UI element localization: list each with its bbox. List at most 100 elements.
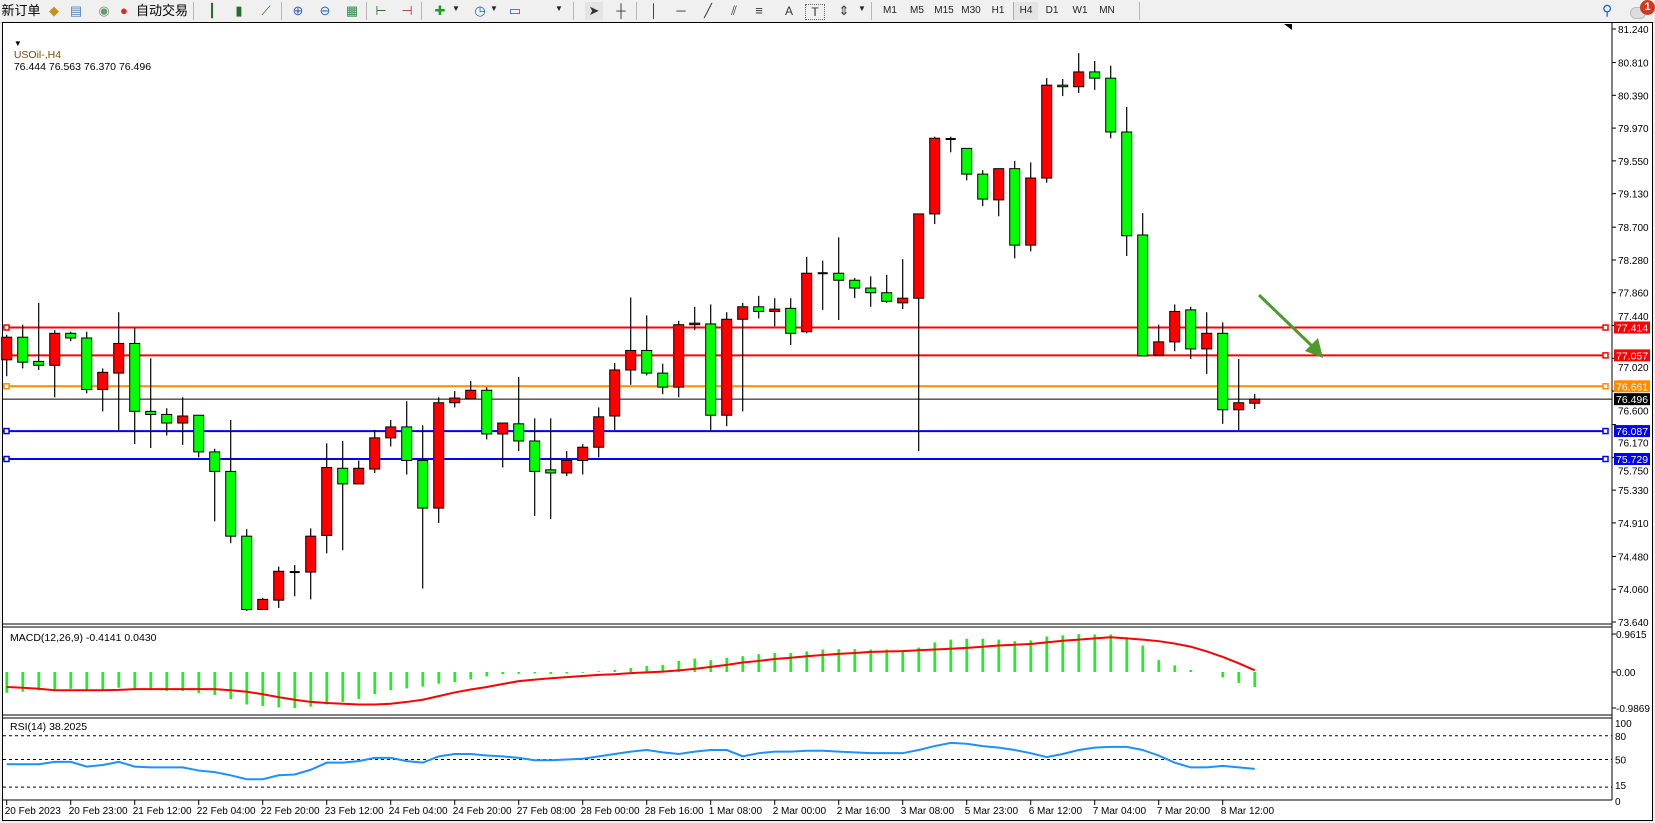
- horizontal-line-icon[interactable]: ─: [676, 3, 686, 18]
- chart-window[interactable]: [2, 22, 1653, 821]
- candlestick-icon[interactable]: ▮: [235, 3, 243, 18]
- candle-body: [209, 451, 221, 472]
- candle-body: [417, 459, 429, 509]
- price-tick-label: 76.600: [1618, 407, 1649, 418]
- line-handle-icon[interactable]: [1602, 352, 1609, 359]
- candle-body: [145, 410, 157, 415]
- candle-body: [1121, 131, 1133, 237]
- candle-body: [305, 535, 317, 573]
- new-order-button[interactable]: 新订单: [1, 3, 41, 18]
- indicators-icon[interactable]: ✚: [434, 3, 446, 18]
- price-tick-label: 74.910: [1618, 519, 1649, 530]
- macd-signal-line: [6, 636, 1256, 706]
- line-handle-icon[interactable]: [3, 455, 10, 463]
- arrows-dropdown-icon[interactable]: ▼: [858, 4, 866, 13]
- zoom-in-icon[interactable]: ⊕: [292, 3, 304, 18]
- price-label-bg: [1614, 380, 1650, 393]
- equidistant-channel-icon[interactable]: ⫽: [731, 3, 737, 18]
- line-chart-icon[interactable]: ⟋: [261, 3, 271, 18]
- trend-arrow-icon[interactable]: [1257, 293, 1314, 348]
- candle-body: [65, 332, 77, 339]
- candle-body: [881, 292, 893, 302]
- candle-body: [929, 137, 941, 215]
- line-handle-icon[interactable]: [1602, 383, 1609, 390]
- candle-body: [1233, 402, 1245, 411]
- timeframe-h1[interactable]: H1: [991, 5, 1005, 16]
- line-handle-icon[interactable]: [3, 427, 10, 435]
- price-tick-label: 73.640: [1618, 618, 1649, 629]
- line-handle-icon[interactable]: [3, 383, 10, 390]
- arrows-icon[interactable]: ⇕: [838, 3, 850, 18]
- text-icon[interactable]: A: [784, 4, 793, 18]
- time-tick-label: 7 Mar 20:00: [1157, 806, 1211, 817]
- price-tick-label: 76.170: [1618, 439, 1649, 450]
- line-handle-icon[interactable]: [1602, 324, 1609, 331]
- candle-body: [273, 570, 285, 601]
- bar-chart-icon[interactable]: ┃: [208, 3, 216, 18]
- timeframe-m5[interactable]: M5: [910, 5, 924, 16]
- fibonacci-icon[interactable]: ≡: [755, 3, 763, 18]
- templates-icon[interactable]: ▭: [508, 3, 522, 18]
- signals-icon[interactable]: ◉: [98, 3, 110, 18]
- chart-symbol: USOil-,H4: [13, 49, 62, 61]
- price-label-bg: [1614, 425, 1650, 438]
- timeframe-m1[interactable]: M1: [883, 5, 897, 16]
- periodicity-dropdown-icon[interactable]: ▼: [490, 4, 498, 13]
- templates-dropdown-icon[interactable]: ▼: [555, 4, 563, 13]
- candle-body: [737, 306, 749, 320]
- crosshair-icon[interactable]: ┼: [616, 3, 626, 18]
- zoom-out-icon[interactable]: ⊖: [319, 3, 331, 18]
- candle-body: [385, 426, 397, 439]
- trendline-icon[interactable]: ╱: [704, 3, 712, 18]
- candle-body: [513, 423, 525, 442]
- text-label-icon[interactable]: T: [805, 4, 825, 20]
- time-tick-label: 21 Feb 12:00: [133, 806, 192, 817]
- toolbar-separator: [366, 2, 367, 20]
- chart-shift-icon[interactable]: ⊣: [401, 3, 413, 18]
- timeframe-m30[interactable]: M30: [961, 5, 981, 16]
- timeframe-m15[interactable]: M15: [934, 5, 954, 16]
- rsi-tick-label: 0: [1615, 797, 1621, 808]
- price-label-bg: [1614, 393, 1650, 406]
- periodicity-icon[interactable]: ◷: [474, 3, 486, 18]
- market-watch-icon[interactable]: ◆: [49, 3, 59, 18]
- candle-body: [657, 372, 669, 388]
- candle-body: [225, 470, 237, 537]
- candle-body: [705, 323, 717, 416]
- candle-body: [97, 371, 109, 390]
- time-tick-label: 27 Feb 08:00: [517, 806, 576, 817]
- line-handle-icon[interactable]: [1602, 427, 1609, 435]
- price-tick-label: 77.440: [1618, 312, 1649, 323]
- line-handle-icon[interactable]: [3, 324, 10, 331]
- data-window-icon[interactable]: ▤: [69, 3, 83, 18]
- chart-shift-marker-icon[interactable]: [1284, 24, 1292, 30]
- timeframe-mn[interactable]: MN: [1099, 5, 1115, 16]
- time-tick-label: 5 Mar 23:00: [965, 806, 1019, 817]
- candle-body: [977, 173, 989, 200]
- cursor-icon[interactable]: ➤: [585, 2, 603, 20]
- line-handle-icon[interactable]: [1602, 455, 1609, 463]
- timeframe-w1[interactable]: W1: [1072, 5, 1088, 16]
- toolbar-separator: [573, 2, 574, 20]
- candle-body: [769, 308, 781, 312]
- chart-ohlc: 76.444 76.563 76.370 76.496: [13, 61, 152, 73]
- time-tick-label: 22 Feb 04:00: [197, 806, 256, 817]
- indicators-dropdown-icon[interactable]: ▼: [452, 4, 460, 13]
- auto-trading-button[interactable]: ● 自动交易: [120, 2, 190, 20]
- candle-body: [401, 426, 413, 461]
- auto-scroll-icon[interactable]: ⊢: [375, 3, 387, 18]
- price-line-label: 77.414: [1616, 323, 1648, 335]
- candle-body: [609, 369, 621, 417]
- timeframe-h4[interactable]: H4: [1013, 2, 1038, 20]
- candle-body: [1185, 309, 1197, 350]
- vertical-line-icon[interactable]: │: [649, 3, 659, 18]
- candle-body: [433, 402, 445, 509]
- notification-badge[interactable]: 1: [1640, 0, 1655, 15]
- tile-windows-icon[interactable]: ▦: [345, 3, 359, 18]
- toolbar-separator: [193, 2, 194, 20]
- search-icon[interactable]: ⚲: [1602, 2, 1613, 18]
- timeframe-d1[interactable]: D1: [1045, 5, 1059, 16]
- chart-menu-triangle-icon[interactable]: ▼: [13, 39, 22, 48]
- candle-body: [993, 168, 1005, 201]
